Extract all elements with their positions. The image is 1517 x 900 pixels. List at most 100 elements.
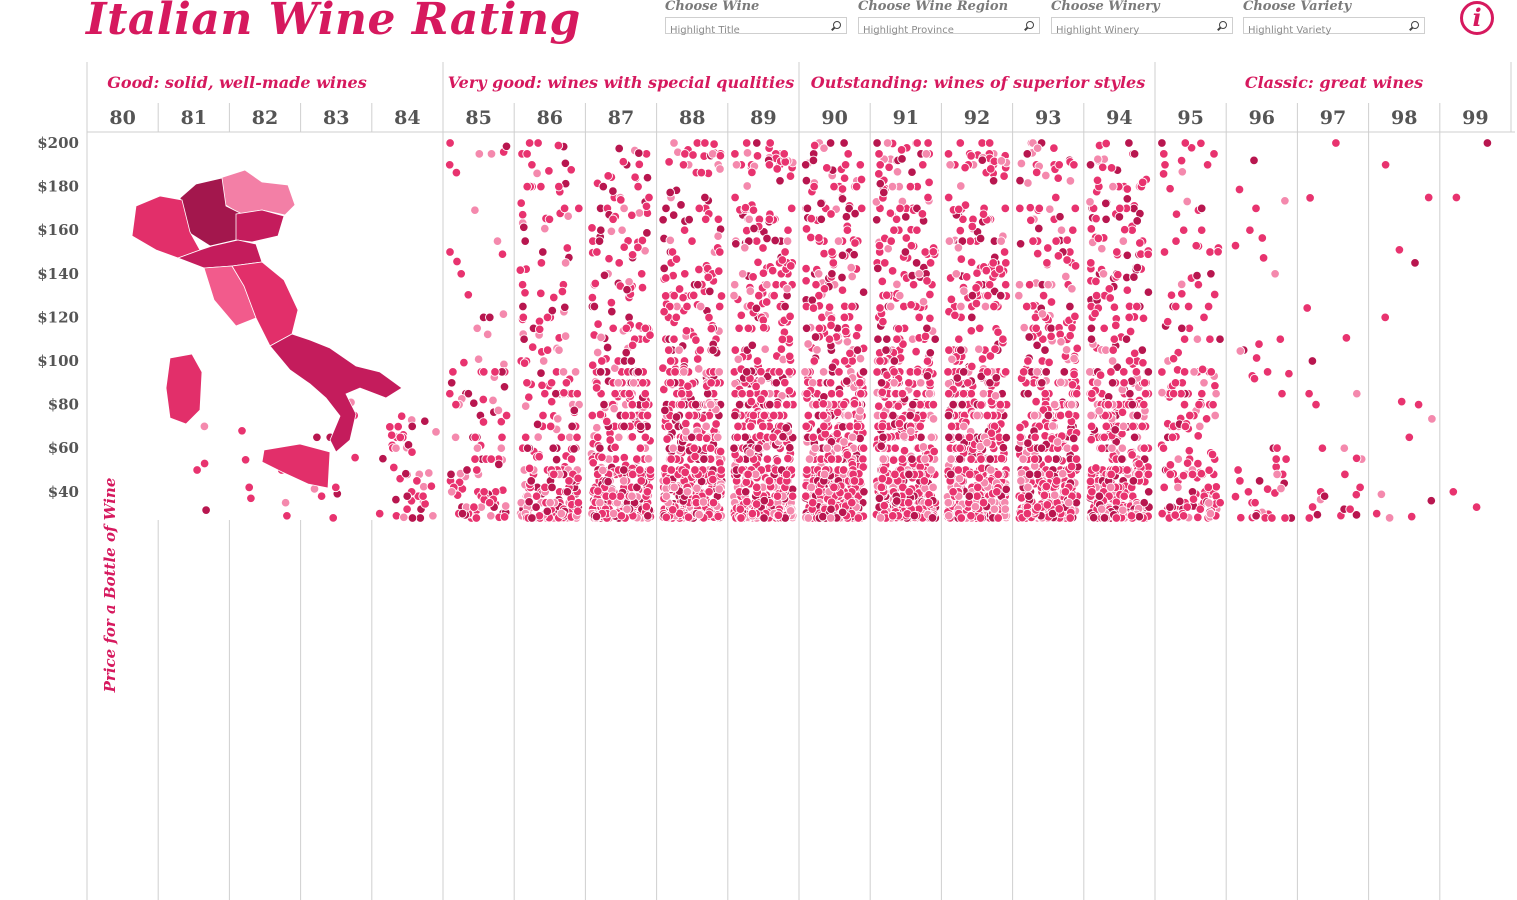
- wine-dot[interactable]: [682, 301, 692, 312]
- wine-dot[interactable]: [812, 345, 822, 355]
- wine-dot[interactable]: [598, 181, 609, 192]
- wine-dot[interactable]: [922, 323, 932, 334]
- wine-dot[interactable]: [1137, 177, 1148, 188]
- wine-dot[interactable]: [469, 398, 479, 408]
- wine-dot[interactable]: [1099, 432, 1109, 443]
- wine-dot[interactable]: [967, 290, 978, 301]
- wine-dot[interactable]: [497, 249, 508, 259]
- wine-dot[interactable]: [1281, 454, 1291, 464]
- wine-dot[interactable]: [456, 269, 466, 279]
- wine-dot[interactable]: [1157, 138, 1167, 148]
- wine-dot[interactable]: [876, 482, 887, 493]
- wine-dot[interactable]: [695, 345, 705, 355]
- wine-dot[interactable]: [199, 421, 210, 432]
- wine-dot[interactable]: [1037, 309, 1048, 319]
- wine-dot[interactable]: [1024, 279, 1035, 290]
- wine-dot[interactable]: [878, 410, 889, 421]
- wine-dot[interactable]: [977, 354, 988, 364]
- wine-dot[interactable]: [1118, 505, 1128, 515]
- wine-dot[interactable]: [1396, 396, 1407, 407]
- wine-dot[interactable]: [595, 497, 605, 508]
- wine-dot[interactable]: [975, 513, 986, 523]
- wine-dot[interactable]: [802, 388, 812, 399]
- wine-dot[interactable]: [1124, 356, 1135, 366]
- wine-dot[interactable]: [885, 301, 896, 312]
- wine-dot[interactable]: [912, 225, 922, 235]
- wine-dot[interactable]: [1210, 381, 1220, 391]
- wine-dot[interactable]: [765, 399, 775, 410]
- wine-dot[interactable]: [1204, 465, 1214, 475]
- wine-dot[interactable]: [1129, 149, 1140, 159]
- wine-dot[interactable]: [1070, 203, 1081, 214]
- wine-dot[interactable]: [878, 454, 888, 464]
- wine-dot[interactable]: [595, 443, 605, 453]
- wine-dot[interactable]: [484, 497, 495, 508]
- wine-dot[interactable]: [1103, 399, 1114, 410]
- wine-dot[interactable]: [780, 377, 790, 388]
- wine-dot[interactable]: [1158, 443, 1169, 453]
- wine-dot[interactable]: [993, 513, 1003, 523]
- wine-dot[interactable]: [972, 410, 982, 421]
- wine-dot[interactable]: [804, 454, 815, 464]
- wine-dot[interactable]: [680, 467, 690, 478]
- wine-dot[interactable]: [715, 164, 725, 174]
- wine-dot[interactable]: [1099, 513, 1110, 523]
- wine-dot[interactable]: [762, 454, 773, 464]
- wine-dot[interactable]: [1140, 388, 1151, 399]
- wine-dot[interactable]: [1019, 322, 1029, 333]
- wine-dot[interactable]: [1000, 504, 1011, 514]
- wine-dot[interactable]: [909, 510, 920, 521]
- wine-dot[interactable]: [781, 399, 792, 410]
- wine-dot[interactable]: [1249, 155, 1259, 166]
- wine-dot[interactable]: [1108, 345, 1118, 355]
- wine-dot[interactable]: [1024, 491, 1034, 501]
- wine-dot[interactable]: [1122, 184, 1133, 194]
- wine-dot[interactable]: [1029, 454, 1040, 464]
- wine-dot[interactable]: [1270, 269, 1280, 279]
- wine-dot[interactable]: [839, 312, 850, 323]
- wine-dot[interactable]: [1091, 290, 1102, 301]
- wine-dot[interactable]: [1188, 494, 1199, 504]
- wine-dot[interactable]: [1067, 380, 1078, 390]
- wine-dot[interactable]: [688, 290, 699, 301]
- wine-dot[interactable]: [893, 324, 904, 334]
- wine-dot[interactable]: [497, 432, 507, 443]
- wine-dot[interactable]: [1199, 312, 1209, 323]
- wine-dot[interactable]: [1045, 204, 1055, 214]
- wine-dot[interactable]: [1119, 378, 1129, 388]
- wine-dot[interactable]: [1051, 454, 1061, 464]
- wine-dot[interactable]: [1143, 487, 1154, 497]
- wine-dot[interactable]: [633, 367, 644, 377]
- wine-dot[interactable]: [970, 501, 981, 512]
- wine-dot[interactable]: [801, 323, 812, 334]
- wine-dot[interactable]: [843, 149, 853, 159]
- wine-dot[interactable]: [1117, 407, 1128, 418]
- wine-dot[interactable]: [946, 421, 957, 432]
- wine-dot[interactable]: [803, 339, 813, 349]
- wine-dot[interactable]: [842, 225, 853, 235]
- wine-dot[interactable]: [669, 290, 679, 301]
- wine-dot[interactable]: [681, 326, 692, 336]
- wine-dot[interactable]: [536, 288, 546, 299]
- wine-dot[interactable]: [391, 494, 401, 505]
- wine-dot[interactable]: [708, 345, 718, 355]
- wine-dot[interactable]: [1062, 255, 1072, 265]
- wine-dot[interactable]: [1031, 167, 1042, 178]
- wine-dot[interactable]: [549, 292, 559, 303]
- wine-dot[interactable]: [890, 469, 900, 480]
- wine-dot[interactable]: [595, 409, 606, 420]
- wine-dot[interactable]: [603, 171, 613, 181]
- wine-dot[interactable]: [715, 247, 725, 257]
- wine-dot[interactable]: [705, 286, 715, 297]
- wine-dot[interactable]: [446, 378, 457, 388]
- wine-dot[interactable]: [730, 410, 740, 421]
- wine-dot[interactable]: [707, 149, 718, 159]
- wine-dot[interactable]: [858, 367, 869, 377]
- wine-dot[interactable]: [587, 360, 598, 370]
- wine-dot[interactable]: [903, 497, 914, 508]
- wine-dot[interactable]: [1085, 197, 1095, 207]
- wine-dot[interactable]: [1132, 410, 1143, 421]
- wine-dot[interactable]: [1125, 326, 1136, 337]
- wine-dot[interactable]: [1023, 482, 1033, 493]
- wine-dot[interactable]: [1000, 203, 1011, 214]
